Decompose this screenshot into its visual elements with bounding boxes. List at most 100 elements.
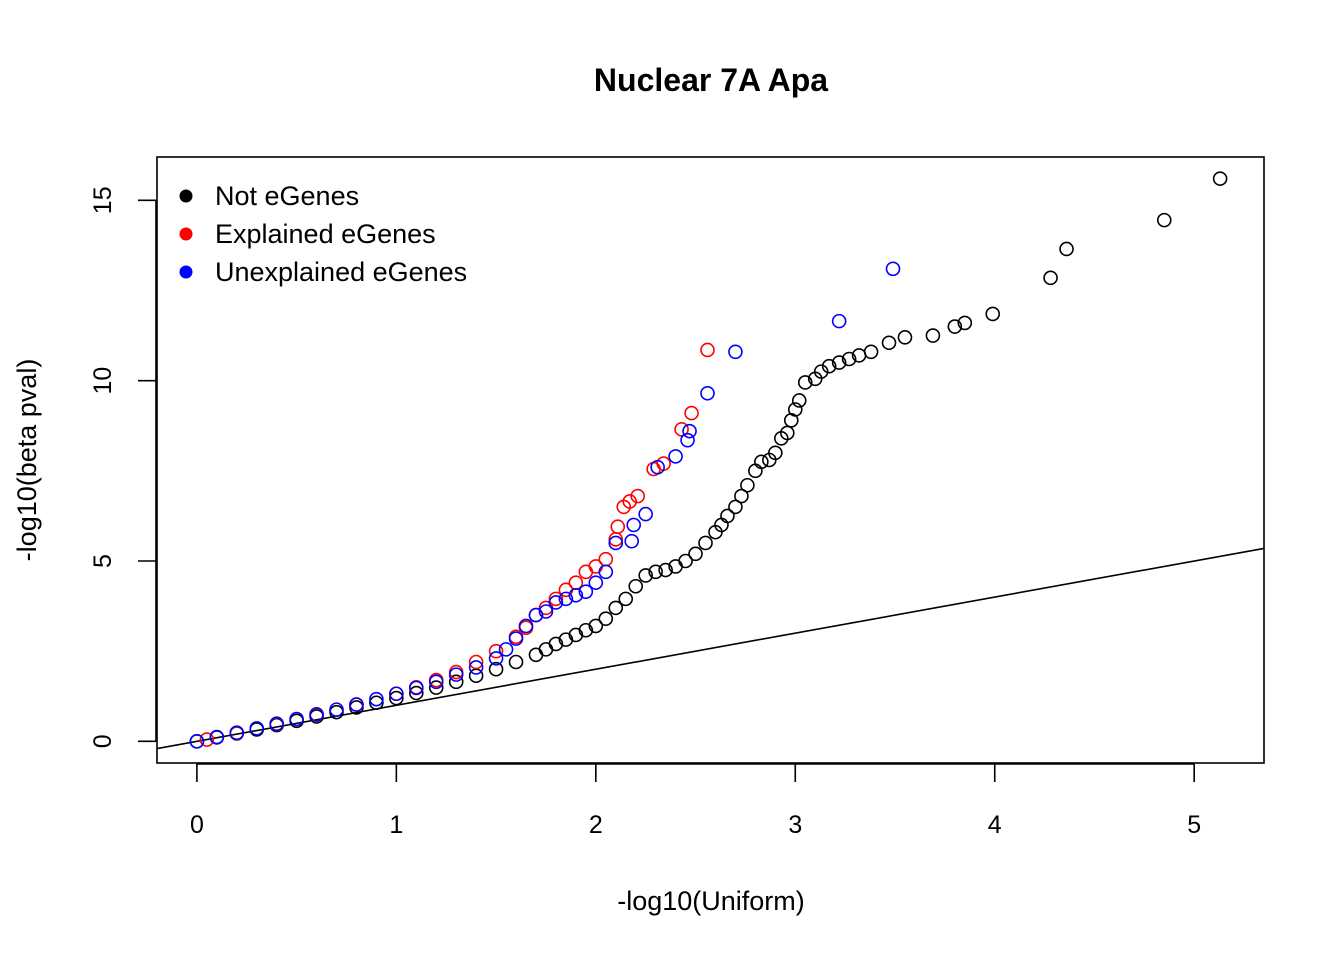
data-point [538, 604, 554, 619]
data-point [740, 477, 755, 493]
data-point [863, 344, 879, 360]
y-tick-label: 0 [89, 734, 117, 748]
data-point [249, 721, 265, 736]
x-tick-label: 3 [788, 811, 802, 839]
data-point [538, 642, 554, 657]
data-point [624, 533, 640, 549]
y-axis-title: -log10(beta pval) [12, 359, 42, 562]
data-point [957, 315, 973, 331]
data-point [618, 591, 634, 607]
data-point [349, 697, 364, 712]
y-axis: 0 5 10 15 [89, 186, 157, 748]
data-point [269, 716, 284, 731]
x-tick-label: 0 [190, 811, 204, 839]
data-point [289, 711, 304, 727]
series-unexplained-egenes [189, 261, 901, 749]
data-point [528, 607, 544, 623]
data-point [947, 319, 963, 334]
data-point [779, 425, 795, 441]
data-point [985, 306, 1001, 322]
data-point [768, 445, 783, 461]
y-tick-label: 10 [89, 367, 117, 395]
data-point [488, 661, 504, 677]
data-point [189, 734, 205, 749]
plot-area [157, 171, 1264, 750]
legend-item: Unexplained eGenes [179, 257, 467, 287]
x-tick-label: 1 [389, 811, 403, 839]
series-layer [189, 171, 1228, 749]
data-point [628, 578, 644, 594]
data-point [680, 432, 695, 448]
legend-marker [179, 265, 193, 279]
data-point [329, 702, 344, 717]
data-point [831, 313, 847, 329]
data-point [389, 690, 404, 706]
y-tick-label: 5 [89, 554, 117, 568]
data-point [608, 600, 624, 616]
data-point [309, 707, 324, 722]
data-point [578, 622, 594, 638]
data-point [428, 680, 444, 695]
data-point [638, 506, 653, 522]
data-point [791, 393, 807, 408]
x-axis: 0 1 2 3 4 5 [190, 763, 1201, 839]
data-point [588, 618, 604, 634]
data-point [658, 562, 673, 578]
x-axis-title: -log10(Uniform) [617, 886, 805, 916]
data-point [408, 685, 424, 701]
x-tick-label: 4 [988, 811, 1002, 839]
data-point [841, 351, 857, 367]
data-point [369, 695, 384, 711]
data-point [787, 402, 803, 417]
data-point [700, 385, 715, 401]
data-point [548, 595, 564, 610]
data-point [885, 261, 901, 277]
data-point [897, 330, 913, 345]
legend-item: Not eGenes [179, 181, 359, 211]
data-point [748, 463, 763, 479]
legend-label: Not eGenes [215, 181, 359, 211]
data-point [684, 405, 699, 421]
data-point [428, 674, 444, 690]
data-point [754, 454, 769, 470]
data-point [626, 517, 642, 533]
data-point [199, 732, 215, 747]
data-point [678, 553, 693, 569]
data-point [468, 654, 484, 670]
legend-marker [179, 189, 193, 203]
data-point [734, 488, 749, 504]
data-point [797, 375, 813, 390]
data-point [408, 680, 424, 696]
data-point [813, 364, 829, 379]
x-tick-label: 5 [1187, 811, 1201, 839]
data-point [209, 729, 225, 745]
data-point [568, 587, 584, 603]
data-point [448, 667, 464, 682]
data-point [558, 591, 574, 607]
legend: Not eGenes Explained eGenes Unexplained eG… [179, 181, 467, 287]
data-point [528, 647, 544, 663]
legend-label: Explained eGenes [215, 219, 436, 249]
data-point [682, 423, 697, 439]
data-point [508, 654, 524, 670]
data-point [588, 575, 604, 590]
data-point [1043, 270, 1058, 286]
data-point [498, 642, 514, 657]
data-point [508, 631, 524, 646]
x-tick-label: 2 [589, 811, 603, 839]
legend-marker [179, 227, 193, 241]
data-point [622, 494, 638, 509]
data-point [821, 358, 837, 374]
data-point [369, 691, 384, 707]
data-point [728, 499, 743, 515]
data-point [488, 651, 504, 666]
legend-label: Unexplained eGenes [215, 257, 467, 287]
plot-frame [156, 156, 1265, 764]
data-point [548, 636, 564, 652]
data-point [630, 488, 645, 504]
data-point [1059, 241, 1074, 257]
data-point [728, 344, 743, 360]
legend-item: Explained eGenes [179, 219, 436, 249]
data-point [698, 535, 713, 551]
